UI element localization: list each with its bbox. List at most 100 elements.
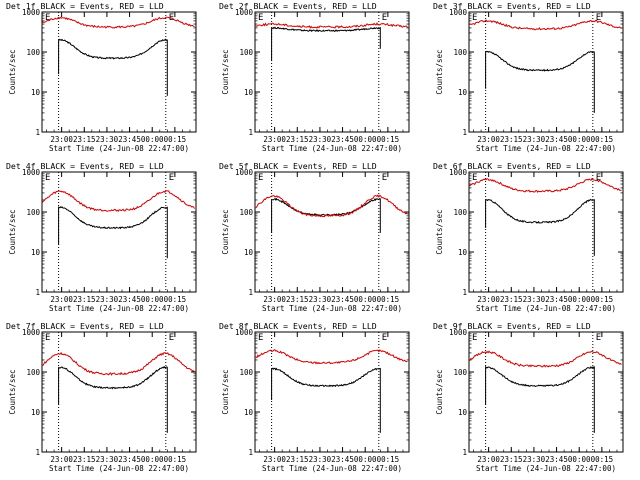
event-marker: E	[472, 173, 477, 183]
x-tick-label: 00:00	[568, 455, 591, 464]
chart-title: Det 3f BLACK = Events, RED = LLD	[433, 1, 591, 11]
event-marker: E	[45, 173, 50, 183]
y-axis-label: Counts/sec	[8, 369, 17, 414]
y-tick-label: 100	[240, 208, 254, 217]
plot-frame	[254, 171, 410, 293]
x-axis-label: Start Time (24-Jun-08 22:47:00)	[262, 464, 402, 473]
chart-title: Det 2f BLACK = Events, RED = LLD	[219, 1, 377, 11]
x-tick-label: 00:15	[377, 135, 400, 144]
y-tick-label: 1	[35, 128, 40, 137]
x-tick-label: 00:15	[164, 455, 187, 464]
x-tick-label: 23:30	[309, 135, 332, 144]
series-events-line	[484, 50, 595, 113]
x-tick-label: 23:00	[264, 455, 287, 464]
x-tick-label: 23:45	[545, 455, 568, 464]
y-tick-label: 1000	[449, 168, 468, 177]
event-marker: E	[258, 13, 263, 23]
x-tick-label: 00:00	[568, 135, 591, 144]
x-tick-label: 23:30	[96, 135, 119, 144]
x-tick-label: 23:00	[264, 135, 287, 144]
plot-frame	[468, 171, 624, 293]
event-marker: E	[382, 13, 387, 23]
y-axis-label: Counts/sec	[435, 209, 444, 254]
x-tick-label: 23:30	[309, 295, 332, 304]
x-tick-label: 23:45	[545, 135, 568, 144]
x-tick-label: 00:00	[354, 295, 377, 304]
series-events-line	[58, 38, 168, 96]
x-tick-label: 00:00	[354, 135, 377, 144]
series-events-line	[58, 366, 168, 433]
event-marker: E	[169, 333, 174, 343]
y-tick-label: 100	[453, 48, 467, 57]
x-tick-label: 23:15	[73, 135, 96, 144]
x-tick-label: 23:00	[50, 295, 73, 304]
x-axis-label: Start Time (24-Jun-08 22:47:00)	[49, 144, 189, 153]
series-lld-line	[468, 19, 622, 31]
plot-frame	[468, 331, 624, 453]
chart-panel-6: Det 6f BLACK = Events, RED = LLD 1 10 100 10…	[433, 161, 624, 313]
y-tick-label: 10	[31, 88, 41, 97]
y-axis-label: Counts/sec	[8, 49, 17, 94]
x-axis-label: Start Time (24-Jun-08 22:47:00)	[476, 304, 616, 313]
y-tick-label: 1	[462, 128, 467, 137]
x-tick-label: 00:15	[164, 295, 187, 304]
x-axis-label: Start Time (24-Jun-08 22:47:00)	[49, 304, 189, 313]
plot-frame	[41, 331, 197, 453]
event-marker: E	[472, 333, 477, 343]
x-tick-label: 00:15	[164, 135, 187, 144]
x-tick-label: 00:00	[141, 135, 164, 144]
chart-title: Det 1f BLACK = Events, RED = LLD	[6, 1, 164, 11]
series-lld-line	[41, 190, 195, 212]
y-tick-label: 1	[462, 288, 467, 297]
y-tick-label: 100	[240, 368, 254, 377]
y-tick-label: 1000	[22, 168, 41, 177]
y-tick-label: 1	[35, 288, 40, 297]
x-tick-label: 23:15	[286, 455, 309, 464]
event-marker: E	[595, 13, 600, 23]
chart-title: Det 6f BLACK = Events, RED = LLD	[433, 161, 591, 171]
event-marker: E	[169, 173, 174, 183]
event-marker: E	[382, 173, 387, 183]
y-tick-label: 10	[31, 248, 41, 257]
y-tick-label: 100	[26, 208, 40, 217]
x-tick-label: 23:45	[545, 295, 568, 304]
event-marker: E	[258, 173, 263, 183]
x-tick-label: 23:15	[286, 135, 309, 144]
x-tick-label: 23:15	[286, 295, 309, 304]
y-tick-label: 100	[240, 48, 254, 57]
series-events-line	[484, 365, 595, 433]
series-lld-line	[41, 351, 195, 376]
x-tick-label: 23:30	[522, 295, 545, 304]
chart-title: Det 7f BLACK = Events, RED = LLD	[6, 321, 164, 331]
series-lld-line	[255, 194, 409, 218]
x-axis-label: Start Time (24-Jun-08 22:47:00)	[262, 144, 402, 153]
series-lld-line	[255, 22, 409, 29]
y-tick-label: 1	[249, 448, 254, 457]
y-tick-label: 10	[458, 88, 468, 97]
x-tick-label: 23:30	[96, 295, 119, 304]
x-tick-label: 23:00	[477, 295, 500, 304]
y-tick-label: 100	[26, 48, 40, 57]
plot-frame	[254, 11, 410, 133]
y-tick-label: 10	[244, 248, 254, 257]
x-tick-label: 00:15	[377, 295, 400, 304]
x-tick-label: 23:15	[500, 135, 523, 144]
x-tick-label: 23:45	[332, 295, 355, 304]
plot-frame	[468, 11, 624, 133]
series-lld-line	[468, 177, 622, 193]
x-tick-label: 23:00	[264, 295, 287, 304]
x-tick-label: 23:00	[477, 135, 500, 144]
y-tick-label: 1000	[22, 328, 41, 337]
x-tick-label: 23:15	[73, 295, 96, 304]
series-events-line	[484, 198, 595, 256]
x-tick-label: 23:15	[500, 455, 523, 464]
x-tick-label: 23:00	[50, 135, 73, 144]
y-tick-label: 1000	[235, 328, 254, 337]
x-tick-label: 23:45	[118, 455, 141, 464]
y-tick-label: 1000	[235, 8, 254, 17]
chart-panel-3: Det 3f BLACK = Events, RED = LLD 1 10 100 10…	[433, 1, 624, 153]
chart-panel-7: Det 7f BLACK = Events, RED = LLD 1 10 100 10…	[6, 321, 197, 473]
chart-title: Det 5f BLACK = Events, RED = LLD	[219, 161, 377, 171]
y-tick-label: 10	[458, 408, 468, 417]
